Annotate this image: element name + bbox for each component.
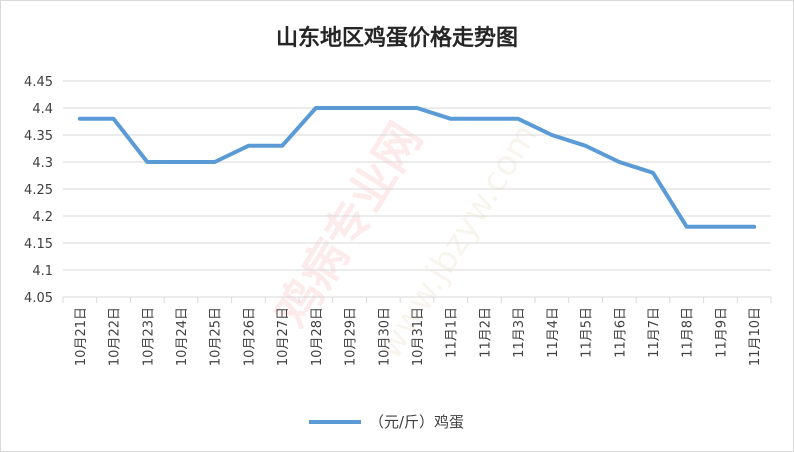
x-tick-label: 10月29日 — [344, 307, 359, 366]
series-line — [77, 106, 757, 229]
watermark: 鸡病专业网 www.jbzyw.com — [265, 113, 546, 366]
x-tick-label: 11月2日 — [478, 307, 493, 358]
y-tick-label: 4.2 — [32, 210, 53, 225]
y-tick-label: 4.25 — [24, 183, 53, 198]
x-tick-label: 10月30日 — [377, 307, 392, 366]
legend-label: （元/斤）鸡蛋 — [369, 413, 464, 431]
x-tick-label: 10月21日 — [74, 307, 89, 366]
y-tick-label: 4.15 — [24, 237, 53, 252]
y-tick-label: 4.35 — [24, 129, 53, 144]
x-tick-label: 10月28日 — [310, 307, 325, 366]
x-tick-label: 11月9日 — [714, 307, 729, 358]
x-tick-label: 10月31日 — [411, 307, 426, 366]
x-tick-label: 10月24日 — [175, 307, 190, 366]
x-tick-label: 11月8日 — [681, 307, 696, 358]
x-tick-label: 11月7日 — [647, 307, 662, 358]
x-tick-label: 11月1日 — [445, 307, 460, 358]
y-tick-label: 4.1 — [32, 264, 53, 279]
y-axis-ticks: 4.05 4.1 4.15 4.2 4.25 4.3 4.35 4.4 4.45 — [24, 75, 53, 306]
x-tick-label: 10月25日 — [209, 307, 224, 366]
x-tick-label: 10月23日 — [141, 307, 156, 366]
x-tick-label: 11月5日 — [580, 307, 595, 358]
x-tick-label: 11月4日 — [546, 307, 561, 358]
y-tick-label: 4.05 — [24, 291, 53, 306]
x-tick-label: 11月10日 — [748, 307, 763, 366]
x-tick-label: 11月3日 — [512, 307, 527, 358]
x-tick-label: 10月26日 — [242, 307, 257, 366]
legend: （元/斤）鸡蛋 — [309, 413, 464, 431]
y-tick-label: 4.3 — [32, 156, 53, 171]
series-layer — [77, 106, 757, 229]
x-tick-label: 10月22日 — [108, 307, 123, 366]
y-tick-label: 4.4 — [32, 102, 53, 117]
x-axis-ticks: 10月21日 10月22日 10月23日 10月24日 10月25日 10月26日 10月2… — [74, 307, 763, 366]
y-tick-label: 4.45 — [24, 75, 53, 90]
x-tick-label: 10月27日 — [276, 307, 291, 366]
x-tick-label: 11月6日 — [613, 307, 628, 358]
chart-title: 山东地区鸡蛋价格走势图 — [276, 25, 518, 51]
